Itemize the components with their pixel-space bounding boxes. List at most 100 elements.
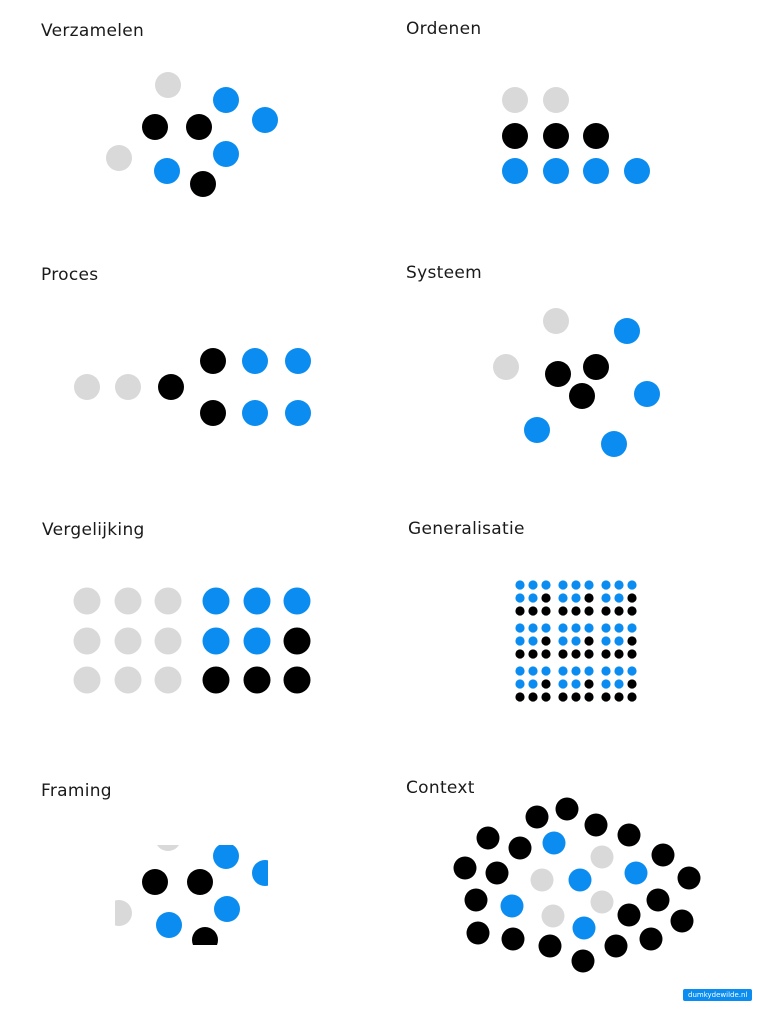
generalisatie-dot — [614, 679, 624, 689]
context-dot — [590, 890, 614, 914]
generalisatie-dot — [614, 666, 624, 676]
generalisatie-dot — [515, 623, 525, 633]
title-systeem: Systeem — [406, 263, 482, 283]
context-dot — [542, 831, 566, 855]
generalisatie-dot — [541, 636, 551, 646]
generalisatie-dot — [571, 679, 581, 689]
generalisatie-dot — [601, 606, 611, 616]
generalisatie-dot — [558, 580, 568, 590]
vergelijking-dot — [243, 666, 271, 694]
diagram-proces — [74, 348, 311, 426]
context-dot — [624, 861, 648, 885]
generalisatie-dot — [627, 593, 637, 603]
ordenen-dot — [543, 87, 569, 113]
context-dot — [464, 888, 488, 912]
title-ordenen: Ordenen — [406, 19, 482, 39]
generalisatie-dot — [541, 606, 551, 616]
generalisatie-dot — [614, 606, 624, 616]
context-dot — [568, 868, 592, 892]
generalisatie-dot — [515, 606, 525, 616]
generalisatie-dot — [584, 679, 594, 689]
vergelijking-dot — [154, 587, 182, 615]
proces-dot — [115, 374, 141, 400]
generalisatie-dot — [571, 666, 581, 676]
vergelijking-dot — [202, 587, 230, 615]
context-dot — [541, 904, 565, 928]
generalisatie-dot — [541, 666, 551, 676]
systeem-dot — [545, 361, 571, 387]
generalisatie-dot — [601, 593, 611, 603]
title-vergelijking: Vergelijking — [42, 520, 145, 540]
context-dot — [677, 866, 701, 890]
vergelijking-dot — [283, 666, 311, 694]
context-dot — [571, 949, 595, 973]
framing-dot — [187, 869, 213, 895]
ordenen-dot — [502, 158, 528, 184]
generalisatie-dot — [584, 593, 594, 603]
framing-dot — [214, 896, 240, 922]
diagram-vergelijking — [73, 587, 311, 694]
ordenen-dot — [543, 123, 569, 149]
vergelijking-dot — [283, 627, 311, 655]
vergelijking-dot — [73, 666, 101, 694]
proces-dot — [242, 400, 268, 426]
generalisatie-dot — [627, 666, 637, 676]
generalisatie-dot — [528, 593, 538, 603]
verzamelen-dot — [155, 72, 181, 98]
generalisatie-dot — [541, 692, 551, 702]
vergelijking-dot — [243, 587, 271, 615]
context-dot — [485, 861, 509, 885]
framing-dot — [142, 869, 168, 895]
credit-badge[interactable]: dumkydewilde.nl — [683, 989, 753, 1001]
context-dot — [538, 934, 562, 958]
generalisatie-dot — [601, 692, 611, 702]
generalisatie-dot — [571, 692, 581, 702]
generalisatie-dot — [528, 580, 538, 590]
proces-dot — [285, 348, 311, 374]
generalisatie-dot — [528, 636, 538, 646]
vergelijking-dot — [202, 627, 230, 655]
generalisatie-dot — [515, 666, 525, 676]
context-dot — [617, 823, 641, 847]
generalisatie-dot — [627, 636, 637, 646]
diagram-generalisatie — [515, 580, 637, 702]
generalisatie-dot — [515, 636, 525, 646]
ordenen-dot — [583, 158, 609, 184]
generalisatie-dot — [584, 636, 594, 646]
generalisatie-dot — [571, 636, 581, 646]
generalisatie-dot — [541, 679, 551, 689]
context-dot — [530, 868, 554, 892]
systeem-dot — [493, 354, 519, 380]
ordenen-dot — [583, 123, 609, 149]
generalisatie-dot — [541, 580, 551, 590]
generalisatie-dot — [627, 606, 637, 616]
generalisatie-dot — [558, 623, 568, 633]
generalisatie-dot — [601, 666, 611, 676]
framing-dot — [213, 845, 239, 869]
context-dot — [476, 826, 500, 850]
generalisatie-dot — [627, 679, 637, 689]
generalisatie-dot — [528, 666, 538, 676]
generalisatie-dot — [558, 593, 568, 603]
systeem-dot — [614, 318, 640, 344]
systeem-dot — [583, 354, 609, 380]
generalisatie-dot — [614, 593, 624, 603]
diagram-ordenen — [502, 87, 650, 184]
generalisatie-dot — [614, 649, 624, 659]
verzamelen-dot — [190, 171, 216, 197]
generalisatie-dot — [627, 692, 637, 702]
generalisatie-dot — [571, 580, 581, 590]
vergelijking-dot — [154, 627, 182, 655]
generalisatie-dot — [601, 636, 611, 646]
generalisatie-dot — [614, 580, 624, 590]
ordenen-dot — [624, 158, 650, 184]
context-dot — [555, 797, 579, 821]
title-generalisatie: Generalisatie — [408, 519, 525, 539]
context-dot — [525, 805, 549, 829]
framing-dot — [157, 845, 179, 851]
framing-dot — [156, 912, 182, 938]
generalisatie-dot — [614, 636, 624, 646]
proces-dot — [285, 400, 311, 426]
generalisatie-dot — [515, 649, 525, 659]
